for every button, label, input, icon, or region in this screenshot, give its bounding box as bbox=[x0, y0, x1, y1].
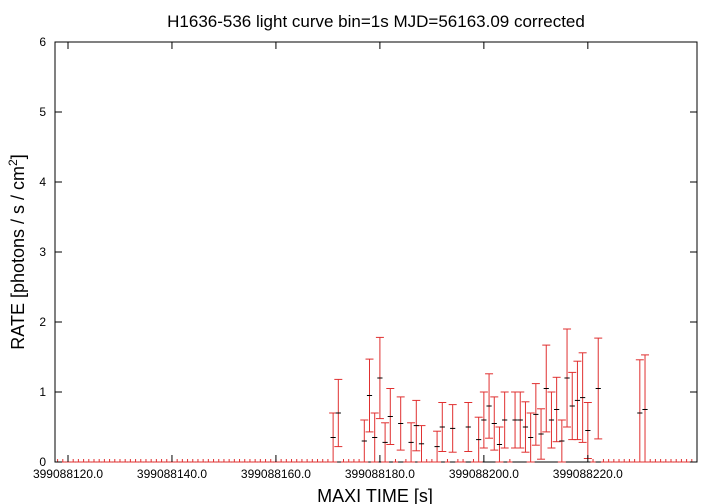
x-axis-ticks: 399088120.0 399088140.0 399088160.0 3990881… bbox=[33, 42, 623, 481]
x-axis-label: MAXI TIME [s] bbox=[317, 486, 433, 504]
x-tick-label: 399088180.0 bbox=[345, 467, 415, 481]
x-tick-label: 399088220.0 bbox=[553, 467, 623, 481]
x-tick-label: 399088120.0 bbox=[33, 467, 103, 481]
y-axis-label: RATE [photons / s / cm2] bbox=[6, 154, 28, 349]
x-tick-label: 399088160.0 bbox=[241, 467, 311, 481]
y-tick-label: 2 bbox=[39, 315, 46, 329]
error-bars-layer bbox=[57, 328, 693, 463]
y-tick-label: 5 bbox=[39, 105, 46, 119]
data-line-layer bbox=[55, 377, 695, 463]
y-tick-label: 1 bbox=[39, 385, 46, 399]
plot-frame bbox=[54, 41, 698, 463]
x-tick-label: 399088200.0 bbox=[449, 467, 519, 481]
y-axis-label-superscript: 2 bbox=[6, 159, 20, 166]
y-axis-label-close: ] bbox=[8, 154, 28, 159]
chart-title: H1636-536 light curve bin=1s MJD=56163.0… bbox=[167, 12, 585, 31]
y-axis-label-main: RATE [photons / s / cm bbox=[8, 166, 28, 350]
y-axis-ticks: 0 1 2 3 4 5 6 bbox=[39, 35, 697, 469]
y-tick-label: 0 bbox=[39, 455, 46, 469]
y-tick-label: 3 bbox=[39, 245, 46, 259]
y-tick-label: 4 bbox=[39, 175, 46, 189]
y-tick-label: 6 bbox=[39, 35, 46, 49]
x-tick-label: 399088140.0 bbox=[137, 467, 207, 481]
